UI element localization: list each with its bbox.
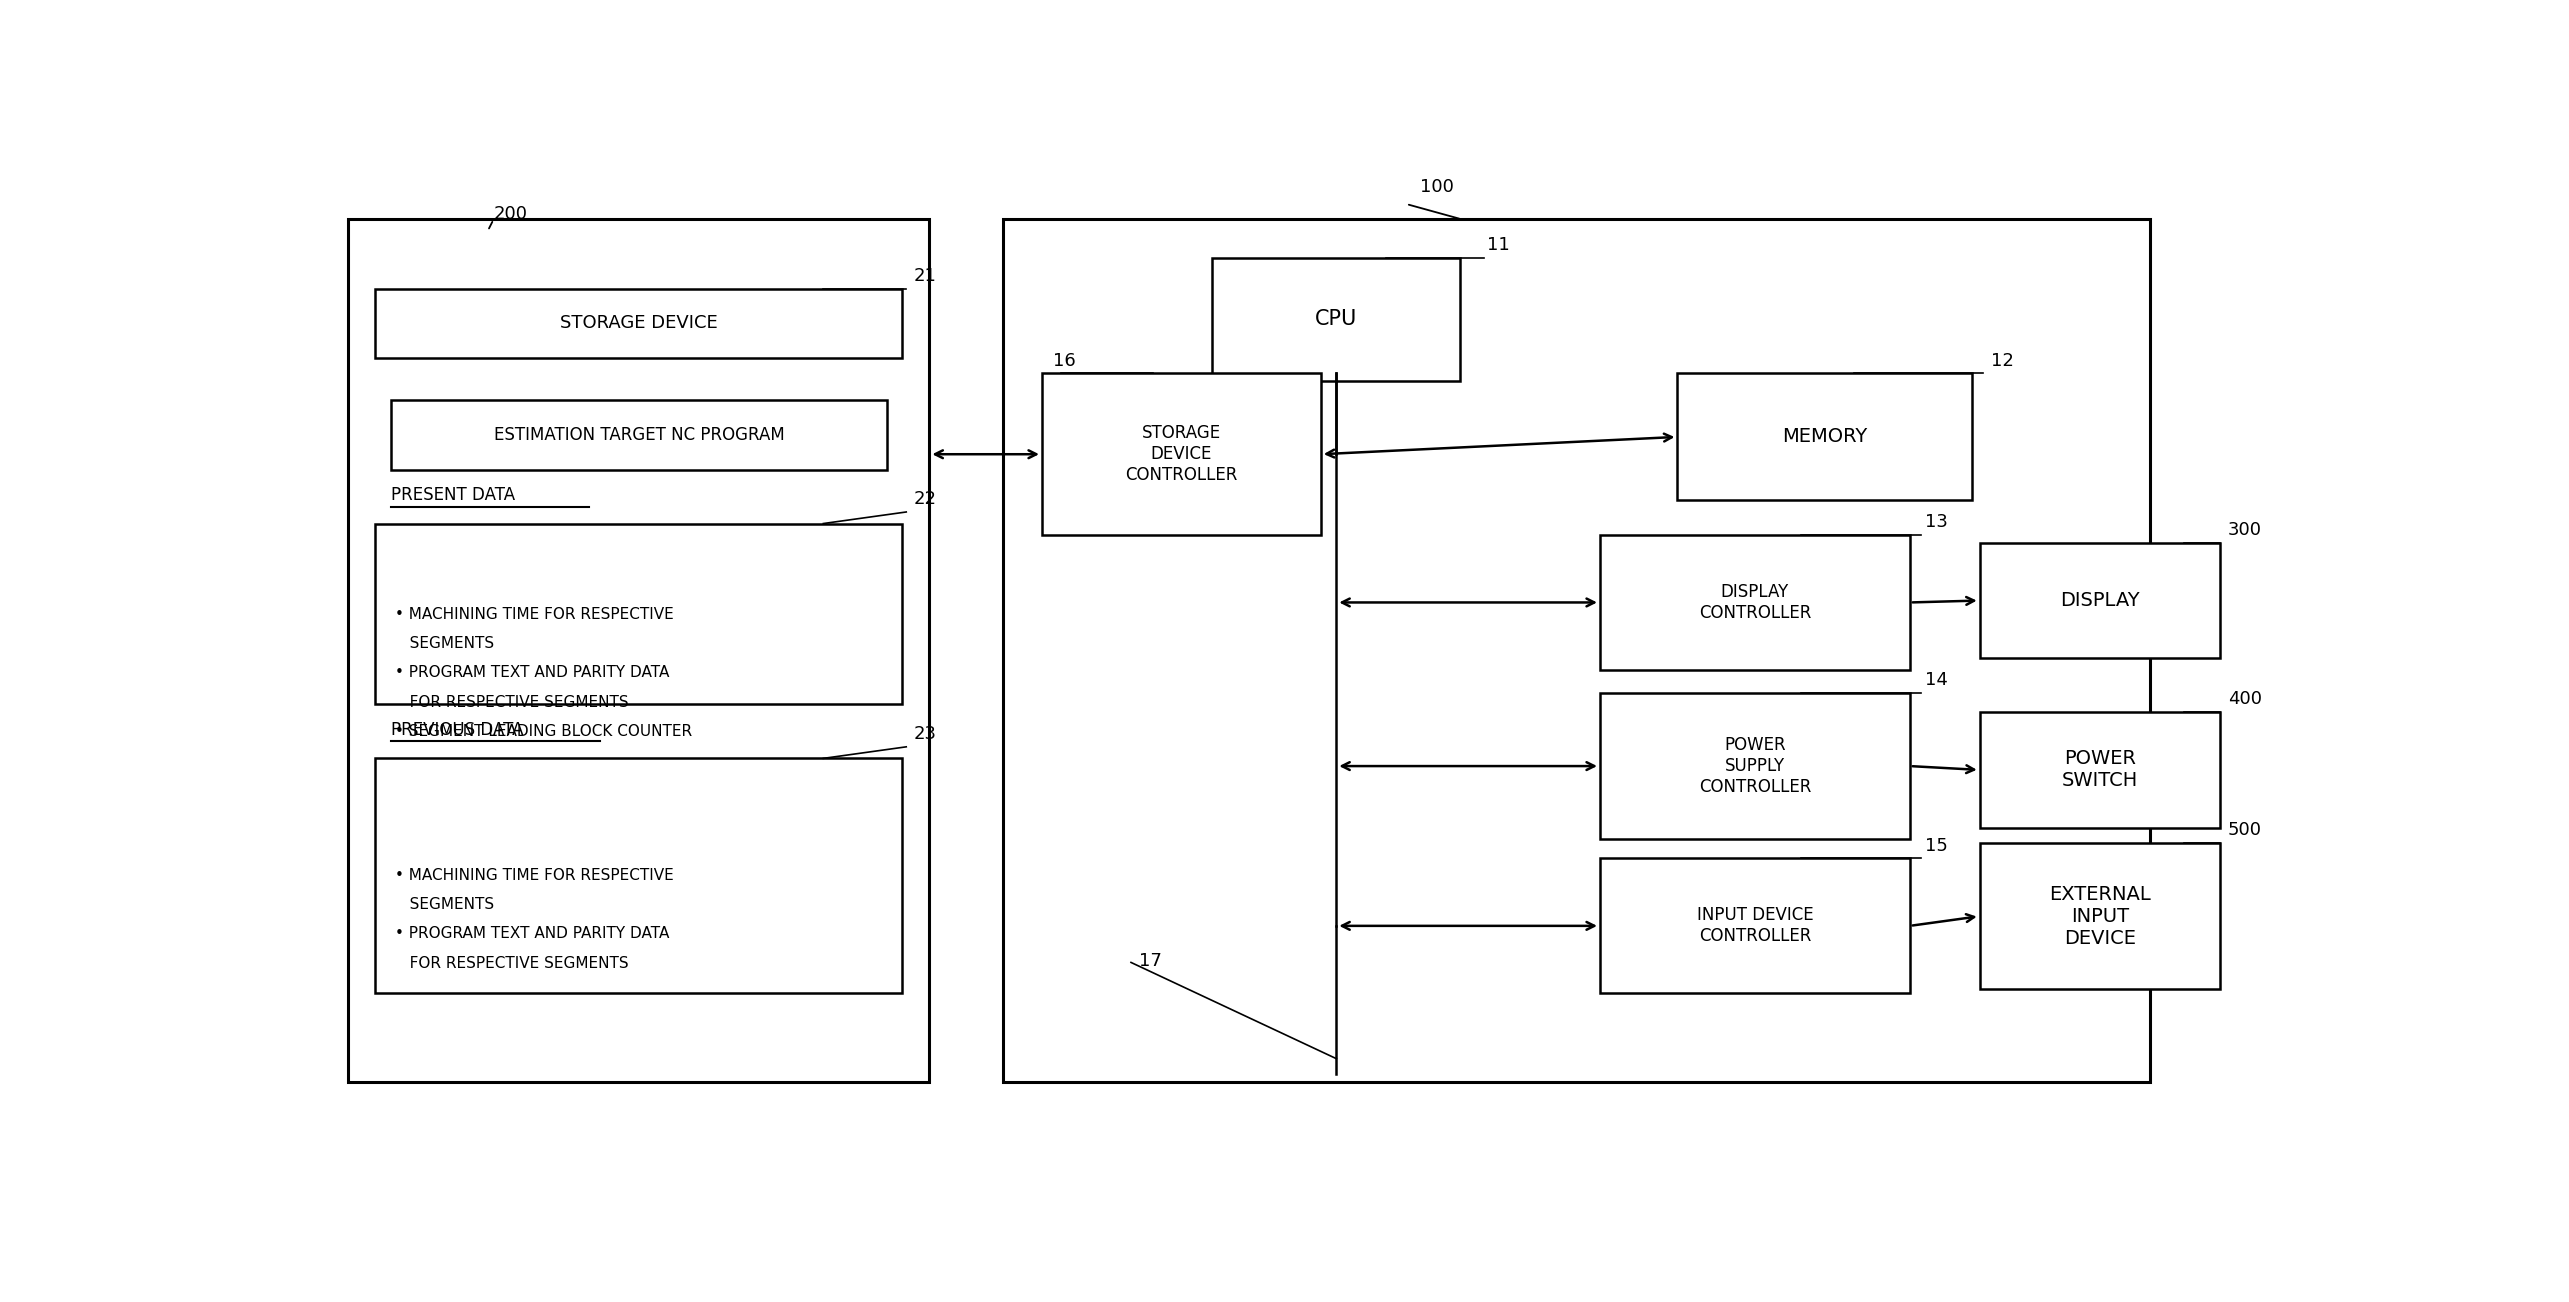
Text: FOR RESPECTIVE SEGMENTS: FOR RESPECTIVE SEGMENTS xyxy=(396,695,629,710)
Text: • SEGMENT LEADING BLOCK COUNTER: • SEGMENT LEADING BLOCK COUNTER xyxy=(396,724,691,740)
Text: 14: 14 xyxy=(1924,671,1947,689)
Text: INPUT DEVICE
CONTROLLER: INPUT DEVICE CONTROLLER xyxy=(1696,906,1814,945)
Text: SEGMENTS: SEGMENTS xyxy=(396,637,493,651)
Text: 21: 21 xyxy=(915,267,938,285)
Text: 200: 200 xyxy=(493,206,529,223)
Text: DISPLAY: DISPLAY xyxy=(2060,591,2140,611)
Bar xyxy=(390,400,886,470)
Bar xyxy=(1981,712,2220,828)
Text: FOR RESPECTIVE SEGMENTS: FOR RESPECTIVE SEGMENTS xyxy=(396,956,629,971)
Text: 400: 400 xyxy=(2227,690,2261,708)
Text: STORAGE
DEVICE
CONTROLLER: STORAGE DEVICE CONTROLLER xyxy=(1125,424,1238,484)
Bar xyxy=(1981,543,2220,659)
Text: • MACHINING TIME FOR RESPECTIVE: • MACHINING TIME FOR RESPECTIVE xyxy=(396,868,673,883)
Text: MEMORY: MEMORY xyxy=(1783,427,1868,447)
Bar xyxy=(1213,258,1459,381)
Text: 17: 17 xyxy=(1138,952,1161,970)
Bar xyxy=(1981,844,2220,990)
Bar xyxy=(375,523,902,704)
Bar xyxy=(1600,535,1909,669)
Bar xyxy=(349,219,930,1082)
Text: • PROGRAM TEXT AND PARITY DATA: • PROGRAM TEXT AND PARITY DATA xyxy=(396,927,668,941)
Text: POWER
SUPPLY
CONTROLLER: POWER SUPPLY CONTROLLER xyxy=(1698,736,1811,796)
Text: DISPLAY
CONTROLLER: DISPLAY CONTROLLER xyxy=(1698,583,1811,622)
Text: 100: 100 xyxy=(1421,178,1454,197)
Text: ESTIMATION TARGET NC PROGRAM: ESTIMATION TARGET NC PROGRAM xyxy=(493,426,784,444)
Bar xyxy=(1600,858,1909,993)
Bar xyxy=(375,289,902,358)
Text: 11: 11 xyxy=(1487,236,1511,254)
Text: • PROGRAM TEXT AND PARITY DATA: • PROGRAM TEXT AND PARITY DATA xyxy=(396,665,668,681)
Text: 23: 23 xyxy=(915,725,938,743)
Text: EXTERNAL
INPUT
DEVICE: EXTERNAL INPUT DEVICE xyxy=(2050,885,2150,948)
Bar xyxy=(1043,374,1320,535)
Text: STORAGE DEVICE: STORAGE DEVICE xyxy=(560,314,717,332)
Text: PREVIOUS DATA: PREVIOUS DATA xyxy=(390,721,524,740)
Text: CPU: CPU xyxy=(1315,310,1356,329)
Bar xyxy=(1002,219,2150,1082)
Text: 300: 300 xyxy=(2227,521,2261,539)
Text: SEGMENTS: SEGMENTS xyxy=(396,897,493,913)
Text: 15: 15 xyxy=(1924,837,1947,854)
Bar xyxy=(375,758,902,993)
Text: 500: 500 xyxy=(2227,822,2261,840)
Text: 16: 16 xyxy=(1053,352,1076,370)
Text: 22: 22 xyxy=(915,490,938,508)
Text: PRESENT DATA: PRESENT DATA xyxy=(390,486,514,504)
Text: POWER
SWITCH: POWER SWITCH xyxy=(2063,750,2137,790)
Text: • MACHINING TIME FOR RESPECTIVE: • MACHINING TIME FOR RESPECTIVE xyxy=(396,607,673,622)
Bar xyxy=(1600,693,1909,840)
Bar xyxy=(1678,374,1973,500)
Text: 12: 12 xyxy=(1991,352,2014,370)
Text: 13: 13 xyxy=(1924,513,1947,531)
